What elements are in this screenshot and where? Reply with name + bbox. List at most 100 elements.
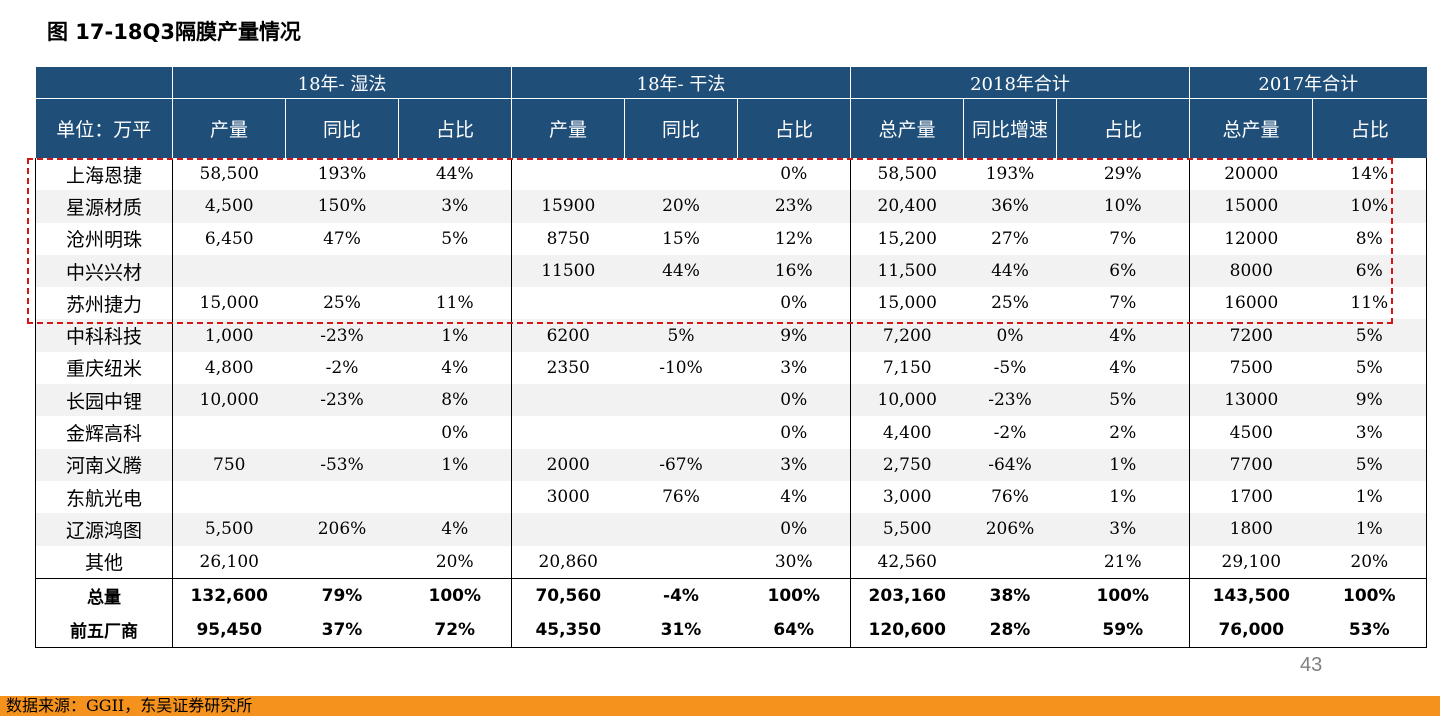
page-title: 图 17-18Q3隔膜产量情况	[47, 20, 301, 44]
table-cell: 4%	[737, 480, 851, 514]
table-cell: 58,500	[199, 164, 259, 185]
table-cell: 15,000	[199, 293, 259, 314]
col-wet-share: 占比	[398, 98, 512, 158]
table-cell: 11%	[398, 287, 512, 320]
table-cell: 12000	[1224, 228, 1279, 249]
table-cell: 193%	[985, 164, 1035, 185]
table-cell: 1%	[1312, 480, 1428, 514]
table-cell: 4,500	[172, 190, 286, 223]
table-cell: 5%	[398, 222, 512, 255]
table-cell: 193%	[317, 164, 367, 185]
table-cell: 1%	[398, 448, 512, 481]
header-group-row: 18年- 湿法 18年- 干法 2018年合计 2017年合计	[35, 67, 1427, 99]
table-cell: 76%	[662, 487, 700, 508]
table-cell	[398, 254, 512, 288]
table-cell: 23%	[737, 190, 851, 223]
row-name: 苏州捷力	[35, 287, 173, 320]
table-cell: 100%	[737, 577, 851, 613]
table-cell: 76,000	[1189, 612, 1313, 648]
table-cell: 44%	[963, 254, 1057, 288]
table-cell: 0%	[398, 416, 512, 449]
table-cell	[512, 287, 625, 319]
table-cell	[511, 513, 625, 546]
table-row: 东航光电 3000 76% 4% 3,000 76% 1% 1700 1%	[35, 480, 1428, 514]
table-cell: 27%	[991, 228, 1029, 249]
table-cell	[173, 416, 286, 448]
table-cell: 10,000	[172, 384, 286, 417]
table-cell	[286, 546, 399, 579]
col-2017-share: 占比	[1312, 98, 1427, 158]
table-cell: 4,400	[882, 422, 932, 443]
row-name: 中科科技	[35, 319, 173, 352]
table-cell: 70,560	[511, 577, 625, 613]
col-wet-output: 产量	[172, 98, 286, 158]
row-name: 星源材质	[35, 190, 173, 223]
table-cell: 5%	[1056, 384, 1191, 417]
table-cell: 44%	[398, 158, 512, 191]
table-cell: -2%	[993, 422, 1027, 443]
table-cell: 1%	[1056, 448, 1191, 481]
table-cell: 42,560	[877, 551, 937, 572]
table-cell: 15000	[1189, 190, 1313, 223]
table-cell	[173, 481, 286, 513]
table-cell: 29%	[1056, 158, 1191, 191]
total-row: 总量 132,600 79% 100% 70,560 -4% 100% 203,160 38% 1…	[35, 577, 1428, 613]
table-cell: 10,000	[850, 384, 964, 417]
table-cell: 25%	[991, 293, 1029, 314]
table-cell: 0%	[737, 158, 851, 191]
table-cell	[964, 546, 1057, 579]
group-total-2018: 2018年合计	[849, 67, 1190, 99]
table-cell: 4%	[398, 351, 512, 385]
table-cell: 58,500	[877, 164, 937, 185]
table-cell: 38%	[963, 577, 1057, 613]
table-cell: 76%	[991, 487, 1029, 508]
table-cell: 20%	[1312, 545, 1428, 579]
table-cell: 5,500	[850, 513, 964, 546]
table-cell: 45,350	[511, 612, 625, 648]
row-name: 总量	[35, 577, 173, 613]
table-cell: 1%	[398, 319, 512, 352]
table-cell: -64%	[963, 448, 1057, 481]
table-cell: 10%	[1312, 190, 1428, 223]
col-wet-yoy: 同比	[285, 98, 399, 158]
table-cell: 20000	[1224, 164, 1279, 185]
table-cell: 206%	[963, 513, 1057, 546]
table-cell: 2000	[511, 448, 625, 481]
table-row: 重庆纽米 4,800 -2% 4% 2350 -10% 3% 7,150 -5% 4% 7500 5%	[35, 351, 1428, 385]
table-cell	[172, 254, 286, 288]
table-cell: 1800	[1189, 513, 1313, 546]
table-cell: 14%	[1312, 158, 1428, 191]
table-row: 长园中锂 10,000 -23% 8% 0% 10,000 -23% 5% 13000 9%	[35, 384, 1428, 417]
header-sub-row: 单位：万平 产量 同比 占比 产量 同比 占比 总产量 同比增速 占比 总产量 …	[35, 98, 1427, 158]
table-cell: 6,450	[204, 228, 254, 249]
page-number: 43	[1300, 654, 1323, 676]
table-cell: 2%	[1056, 416, 1191, 449]
row-name: 河南义腾	[35, 448, 173, 481]
table-cell	[625, 158, 738, 190]
row-name: 长园中锂	[35, 384, 173, 417]
table-row: 星源材质 4,500 150% 3% 15900 20% 23% 20,400 36% 10% 15…	[35, 190, 1428, 223]
table-cell: 15,200	[877, 228, 937, 249]
table-cell: 13000	[1189, 384, 1313, 417]
table-cell	[624, 513, 738, 546]
table-cell: 8%	[1312, 222, 1428, 255]
table-cell: 0%	[737, 287, 851, 320]
table-row: 金辉高科 0% 0% 4,400 -2% 2% 4500 3%	[35, 416, 1428, 449]
table-cell: 6200	[511, 319, 625, 352]
unit-label: 单位：万平	[35, 98, 173, 158]
row-name: 中兴兴材	[35, 254, 173, 288]
table-cell: 4%	[1056, 351, 1191, 385]
table-cell: 64%	[737, 612, 851, 648]
header-corner	[35, 67, 173, 99]
table-cell: 4%	[398, 513, 512, 546]
table-cell: 11,500	[850, 254, 964, 288]
table-cell	[512, 158, 625, 190]
table-cell: 36%	[963, 190, 1057, 223]
table-cell: 25%	[323, 293, 361, 314]
table-cell: 28%	[963, 612, 1057, 648]
table-cell: 20,400	[850, 190, 964, 223]
table-cell: -5%	[993, 357, 1027, 378]
row-name: 沧州明珠	[35, 222, 173, 255]
table-cell	[625, 416, 738, 448]
table-cell: 72%	[398, 612, 512, 648]
